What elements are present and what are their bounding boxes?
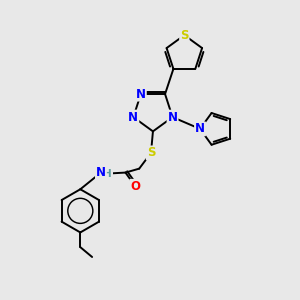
Text: S: S [180,29,189,42]
Text: H: H [103,169,112,178]
Text: N: N [96,166,106,179]
Text: S: S [147,146,155,159]
Text: O: O [130,180,140,193]
Text: N: N [195,122,205,135]
Text: N: N [128,111,138,124]
Text: N: N [167,111,178,124]
Text: N: N [136,88,146,100]
